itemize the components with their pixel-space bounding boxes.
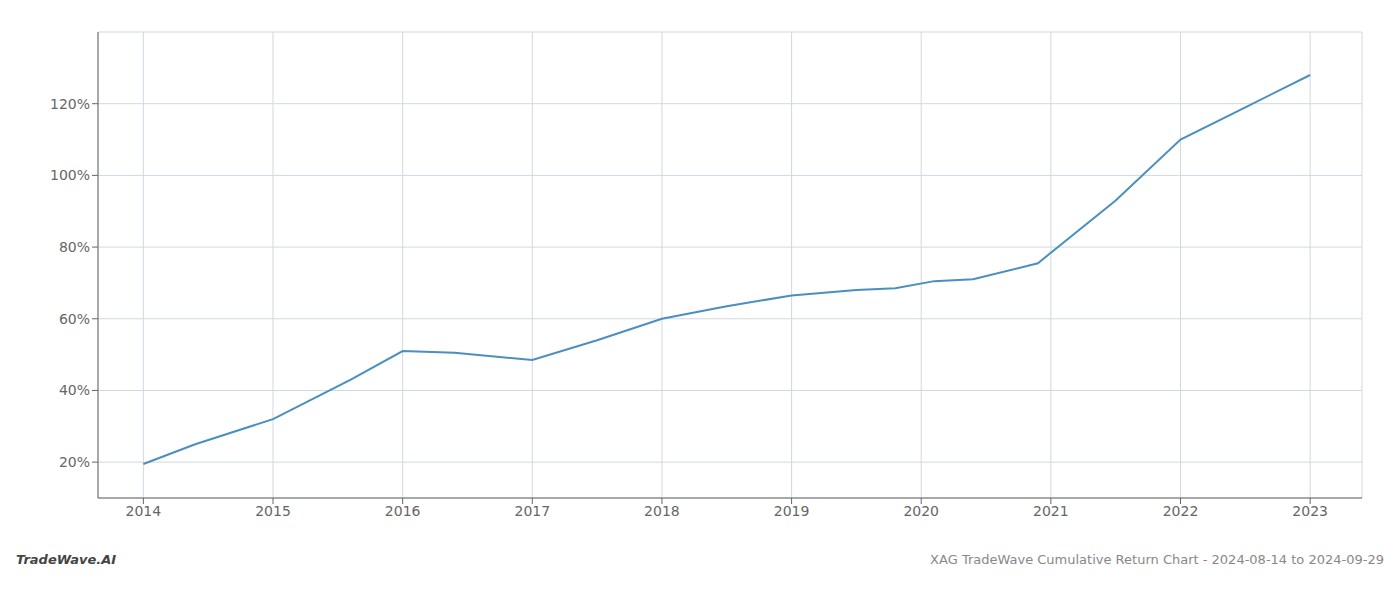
- svg-text:2023: 2023: [1292, 503, 1328, 519]
- svg-text:100%: 100%: [50, 167, 90, 183]
- html-text:TradeWave.AI: TradeWave.AI: [16, 552, 117, 567]
- svg-text:40%: 40%: [59, 382, 90, 398]
- svg-text:2016: 2016: [385, 503, 421, 519]
- svg-text:60%: 60%: [59, 311, 90, 327]
- svg-text:120%: 120%: [50, 96, 90, 112]
- svg-text:2017: 2017: [514, 503, 550, 519]
- svg-text:2019: 2019: [774, 503, 810, 519]
- svg-text:20%: 20%: [59, 454, 90, 470]
- svg-text:2020: 2020: [903, 503, 939, 519]
- svg-text:2021: 2021: [1033, 503, 1069, 519]
- svg-text:2018: 2018: [644, 503, 680, 519]
- html-text:XAG TradeWave Cumulative Retur: XAG TradeWave Cumulative Return Chart - …: [930, 552, 1384, 567]
- svg-text:2014: 2014: [126, 503, 162, 519]
- svg-text:2015: 2015: [255, 503, 291, 519]
- svg-text:80%: 80%: [59, 239, 90, 255]
- svg-text:2022: 2022: [1163, 503, 1199, 519]
